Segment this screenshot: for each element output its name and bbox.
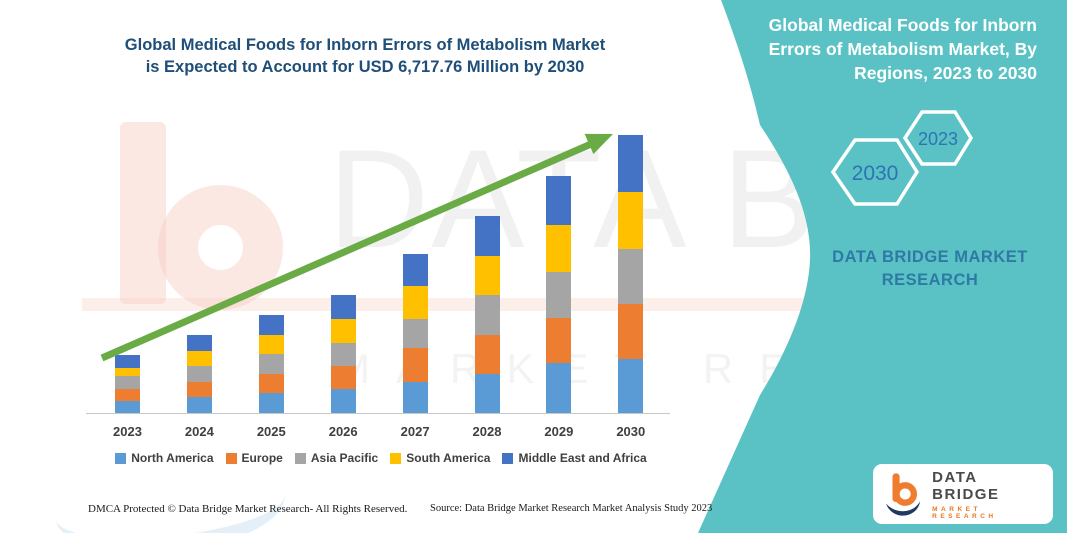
legend-swatch	[390, 452, 402, 464]
bar-segment-europe	[330, 366, 356, 390]
side-panel-heading: Global Medical Foods for Inborn Errors o…	[742, 13, 1037, 85]
bar-segment-middle-east-and-africa	[618, 135, 644, 193]
hexagon-2030-label: 2030	[852, 162, 899, 185]
watermark-logo-stem	[120, 122, 166, 304]
bar-segment-south-america	[402, 285, 428, 319]
bar-segment-south-america	[258, 334, 284, 355]
bar-segment-asia-pacific	[546, 271, 572, 319]
bar-segment-asia-pacific	[330, 342, 356, 367]
legend-item-south-america: South America	[390, 451, 490, 465]
bar-segment-asia-pacific	[618, 248, 644, 305]
x-axis-label-2028: 2028	[472, 424, 502, 439]
x-axis-label-2029: 2029	[544, 424, 574, 439]
bar-segment-north-america	[618, 359, 644, 413]
footer-copyright: DMCA Protected © Data Bridge Market Rese…	[88, 503, 408, 515]
data-bridge-logo-icon	[886, 473, 921, 516]
bar-segment-south-america	[546, 225, 572, 272]
bar-segment-asia-pacific	[474, 295, 500, 335]
brand-text-line2: RESEARCH	[881, 271, 979, 289]
bar-2027	[402, 254, 428, 413]
bar-segment-south-america	[115, 368, 140, 377]
bar-2029	[546, 176, 572, 413]
legend-swatch	[225, 452, 237, 464]
logo-brand-text: DATA BRIDGE	[932, 468, 1000, 503]
bar-segment-north-america	[115, 401, 140, 413]
legend-item-europe: Europe	[225, 451, 283, 465]
bar-segment-europe	[402, 348, 428, 382]
bar-segment-north-america	[402, 381, 428, 413]
x-axis-label-2027: 2027	[400, 424, 430, 439]
bar-segment-middle-east-and-africa	[258, 314, 284, 335]
chart-title-line1: Global Medical Foods for Inborn Errors o…	[124, 36, 606, 54]
chart-legend: North America Europe Asia Pacific South Ame…	[88, 451, 674, 465]
hexagon-2023	[902, 110, 974, 166]
legend-swatch	[294, 452, 306, 464]
logo-subtitle-text: MARKET RESEARCH	[932, 505, 997, 520]
bar-segment-south-america	[618, 192, 644, 249]
bar-2030	[618, 135, 644, 413]
bar-segment-middle-east-and-africa	[186, 335, 212, 351]
brand-text: DATA BRIDGE MARKET RESEARCH	[810, 246, 1050, 292]
bar-segment-europe	[546, 318, 572, 364]
x-axis-line	[86, 413, 670, 414]
legend-swatch	[502, 452, 514, 464]
chart-title-line2: is Expected to Account for USD 6,717.76 …	[145, 58, 585, 76]
legend-label: South America	[406, 451, 491, 465]
bar-segment-middle-east-and-africa	[474, 216, 500, 256]
bar-segment-europe	[258, 373, 284, 394]
legend-label: North America	[131, 451, 214, 465]
legend-item-north-america: North America	[115, 451, 214, 465]
side-panel-heading-line2: Errors of Metabolism Market, By	[768, 39, 1037, 59]
x-axis-label-2023: 2023	[113, 424, 142, 439]
bar-segment-europe	[115, 389, 140, 401]
bar-segment-asia-pacific	[402, 318, 428, 349]
legend-label: Europe	[241, 451, 283, 465]
x-axis-label-2025: 2025	[256, 424, 286, 439]
side-panel-heading-line1: Global Medical Foods for Inborn	[768, 15, 1037, 35]
bar-segment-europe	[618, 304, 644, 360]
bar-segment-south-america	[474, 255, 500, 296]
footer-source: Source: Data Bridge Market Research Mark…	[430, 503, 713, 514]
logo-card: DATA BRIDGE MARKET RESEARCH	[873, 464, 1053, 524]
bar-segment-north-america	[186, 397, 212, 413]
legend-item-asia-pacific: Asia Pacific	[294, 451, 379, 465]
x-axis-label-2026: 2026	[328, 424, 358, 439]
bar-segment-south-america	[186, 350, 212, 367]
bar-segment-north-america	[546, 363, 572, 413]
year-hexagons: 2023 2030	[830, 110, 974, 206]
bar-segment-middle-east-and-africa	[330, 295, 356, 319]
side-panel-heading-line3: Regions, 2023 to 2030	[854, 63, 1037, 83]
bar-segment-north-america	[330, 389, 356, 413]
x-axis-label-2030: 2030	[616, 424, 646, 439]
hexagon-2030	[830, 138, 920, 206]
bar-segment-asia-pacific	[115, 376, 140, 390]
legend-swatch	[115, 452, 127, 464]
bar-segment-europe	[474, 334, 500, 374]
legend-item-middle-east-and-africa: Middle East and Africa	[502, 451, 647, 465]
bar-2026	[330, 295, 356, 413]
bar-segment-middle-east-and-africa	[402, 254, 428, 286]
bar-segment-asia-pacific	[186, 366, 212, 382]
legend-label: Asia Pacific	[310, 451, 379, 465]
x-axis-label-2024: 2024	[184, 424, 214, 439]
bar-2023	[115, 354, 140, 413]
bar-2024	[186, 335, 212, 413]
bar-segment-middle-east-and-africa	[115, 354, 140, 369]
legend-label: Middle East and Africa	[518, 451, 647, 465]
bar-segment-asia-pacific	[258, 354, 284, 374]
brand-text-line1: DATA BRIDGE MARKET	[832, 248, 1028, 266]
bar-2028	[474, 216, 500, 413]
bar-segment-south-america	[330, 318, 356, 343]
chart-title: Global Medical Foods for Inborn Errors o…	[90, 34, 640, 78]
bar-segment-north-america	[258, 393, 284, 413]
bar-2025	[258, 314, 284, 413]
bar-segment-north-america	[474, 373, 500, 413]
bar-segment-europe	[186, 381, 212, 398]
bar-segment-middle-east-and-africa	[546, 176, 572, 226]
hexagon-2023-label: 2023	[918, 129, 958, 149]
